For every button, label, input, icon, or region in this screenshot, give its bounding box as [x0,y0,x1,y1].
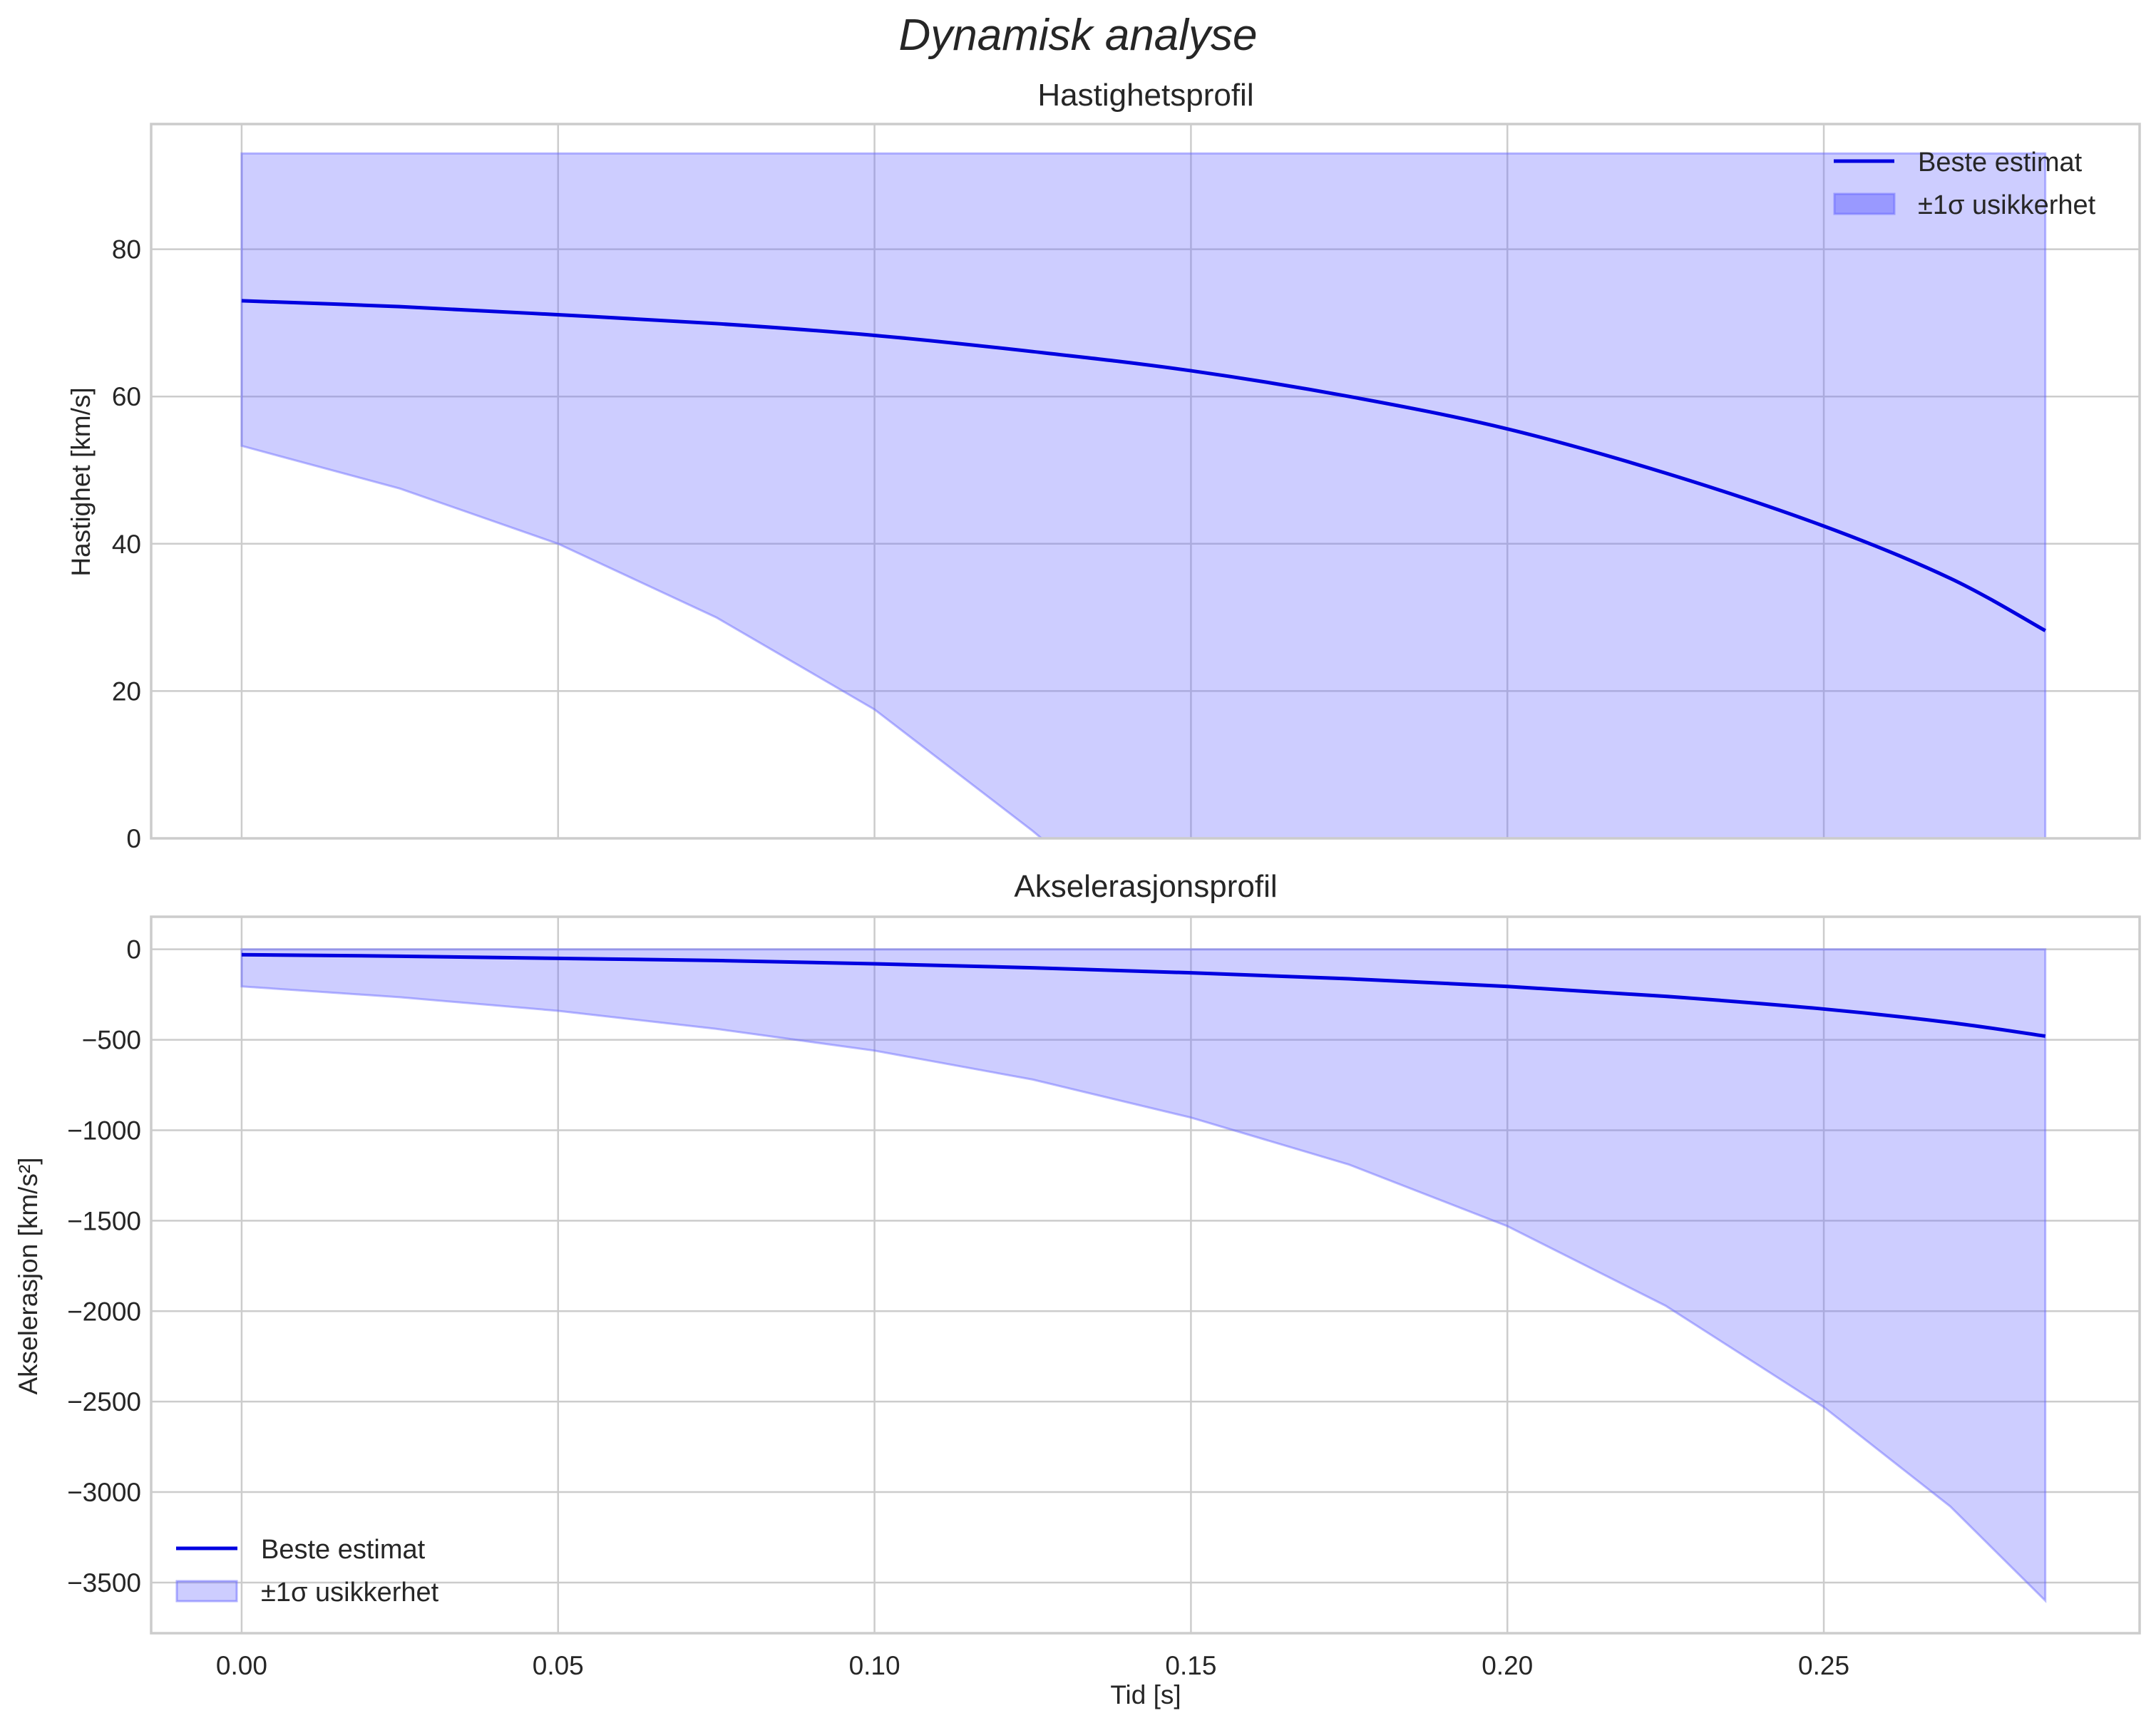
velocity-plot-frame [150,123,2141,840]
figure-title: Dynamisk analyse [898,11,1257,60]
acceleration-best-estimate-line [241,952,2046,1038]
legend-label-uncertainty: ±1σ usikkerhet [1918,190,2096,220]
velocity-legend: Beste estimat ±1σ usikkerhet [1833,148,2096,220]
acceleration-plot: Akselerasjonsprofil 0 −500 −1000 −1500 −2000… [14,869,2141,1709]
legend-band-swatch-icon [1833,192,1896,215]
y-tick-label: −1500 [67,1206,141,1235]
x-tick-label: 0.20 [1482,1651,1533,1680]
x-tick-label: 0.10 [849,1651,900,1680]
velocity-plot: Hastighetsprofil 0 20 40 60 80 Hastighet [km… [66,78,2141,853]
velocity-y-axis-label: Hastighet [km/s] [66,387,96,576]
acceleration-x-ticks: 0.00 0.05 0.10 0.15 0.20 0.25 [216,1651,1849,1680]
y-tick-label: −500 [82,1026,141,1055]
velocity-plot-title: Hastighetsprofil [1037,78,1253,113]
y-tick-label: −3500 [67,1568,141,1598]
y-tick-label: 0 [126,824,141,853]
best-estimate-curve [241,952,2046,1038]
y-tick-label: 20 [112,677,141,706]
y-tick-label: −2500 [67,1387,141,1416]
x-tick-label: 0.05 [533,1651,584,1680]
legend-label-uncertainty: ±1σ usikkerhet [261,1578,439,1608]
velocity-y-ticks: 0 20 40 60 80 [112,235,141,853]
acceleration-uncertainty-band [240,948,2047,1603]
acceleration-legend: Beste estimat ±1σ usikkerhet [175,1535,439,1608]
y-tick-label: −2000 [67,1297,141,1326]
y-tick-label: 40 [112,530,141,559]
acceleration-plot-title: Akselerasjonsprofil [1014,869,1277,904]
acceleration-gridlines [151,917,2140,1633]
acceleration-y-axis-label: Akselerasjon [km/s²] [14,1157,43,1394]
x-tick-label: 0.25 [1798,1651,1849,1680]
y-tick-label: −1000 [67,1116,141,1145]
velocity-uncertainty-band [240,152,2047,838]
y-tick-label: 60 [112,382,141,411]
y-tick-label: −3000 [67,1478,141,1507]
acceleration-plot-frame [150,915,2141,1635]
velocity-best-estimate-line [241,299,2046,632]
legend-label-best-estimate: Beste estimat [1918,148,2083,178]
x-tick-label: 0.15 [1165,1651,1216,1680]
y-tick-label: 80 [112,235,141,264]
legend-band-swatch-icon [175,1580,238,1603]
legend-label-best-estimate: Beste estimat [261,1535,426,1565]
uncertainty-band-area [240,948,2047,1603]
acceleration-y-ticks: 0 −500 −1000 −1500 −2000 −2500 −3000 −3500 [67,935,141,1598]
x-tick-label: 0.00 [216,1651,267,1680]
y-tick-label: 0 [126,935,141,965]
uncertainty-band-area [240,152,2047,838]
best-estimate-curve [241,299,2046,632]
x-axis-label: Tid [s] [1110,1680,1181,1709]
